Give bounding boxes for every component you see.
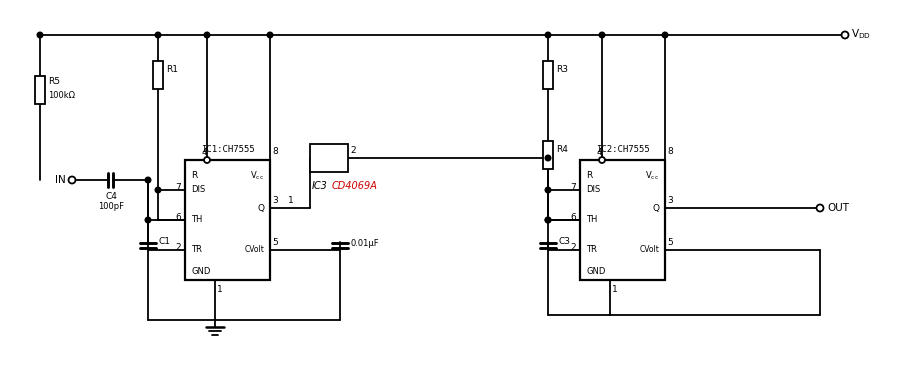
Text: 1: 1: [217, 285, 223, 294]
Text: C3: C3: [558, 237, 570, 246]
Text: GND: GND: [191, 267, 210, 276]
Circle shape: [145, 217, 151, 223]
Text: TH: TH: [191, 216, 203, 225]
Text: R4: R4: [556, 146, 567, 154]
Text: 8: 8: [667, 147, 672, 156]
Text: 8: 8: [272, 147, 278, 156]
Text: C1: C1: [158, 237, 170, 246]
Text: 2: 2: [570, 243, 576, 252]
Text: GND: GND: [586, 267, 605, 276]
Text: R5: R5: [48, 78, 60, 87]
Text: TH: TH: [586, 216, 597, 225]
Bar: [580, 160, 665, 280]
Text: CVolt: CVolt: [639, 246, 659, 255]
Text: R: R: [586, 171, 592, 180]
Text: 7: 7: [176, 183, 181, 192]
Text: 4: 4: [201, 148, 207, 157]
Circle shape: [155, 187, 161, 193]
Text: V$_{\rm cc}$: V$_{\rm cc}$: [645, 170, 659, 182]
Text: 6: 6: [570, 213, 576, 222]
Circle shape: [816, 204, 824, 212]
Text: TR: TR: [191, 246, 202, 255]
Text: 0.01μF: 0.01μF: [350, 238, 378, 248]
Circle shape: [267, 32, 272, 38]
Text: DIS: DIS: [191, 186, 205, 195]
Text: 4: 4: [596, 148, 602, 157]
Text: 100pF: 100pF: [98, 202, 124, 211]
Text: 2: 2: [350, 146, 356, 155]
Text: IN: IN: [55, 175, 66, 185]
Text: IC3: IC3: [312, 181, 328, 191]
Bar: [35, 76, 45, 104]
Text: Q: Q: [652, 204, 659, 213]
Circle shape: [205, 32, 210, 38]
Circle shape: [204, 157, 210, 163]
Text: V$_{\rm cc}$: V$_{\rm cc}$: [250, 170, 264, 182]
Circle shape: [545, 32, 551, 38]
Text: 3: 3: [667, 196, 672, 205]
Circle shape: [662, 32, 668, 38]
Text: 2: 2: [176, 243, 181, 252]
Text: CVolt: CVolt: [244, 246, 264, 255]
Text: 7: 7: [570, 183, 576, 192]
Text: V$_{\rm DD}$: V$_{\rm DD}$: [851, 27, 871, 41]
Text: CD4069A: CD4069A: [332, 181, 378, 191]
Circle shape: [545, 187, 551, 193]
Circle shape: [599, 32, 605, 38]
Text: 6: 6: [176, 213, 181, 222]
Circle shape: [37, 32, 43, 38]
Text: 3: 3: [272, 196, 278, 205]
Bar: [543, 141, 553, 169]
Bar: [185, 160, 270, 280]
Text: 5: 5: [272, 238, 278, 247]
Text: 100kΩ: 100kΩ: [48, 92, 75, 100]
Text: 1: 1: [612, 285, 617, 294]
Text: DIS: DIS: [586, 186, 600, 195]
Text: R1: R1: [166, 66, 178, 75]
Text: 1: 1: [288, 196, 294, 205]
Circle shape: [69, 177, 75, 183]
Circle shape: [155, 32, 161, 38]
Circle shape: [545, 155, 551, 161]
Text: IC1:CH7555: IC1:CH7555: [201, 145, 254, 154]
Text: 1: 1: [326, 153, 332, 163]
Bar: [153, 61, 163, 89]
Circle shape: [599, 157, 605, 163]
Text: IC2:CH7555: IC2:CH7555: [595, 145, 650, 154]
Circle shape: [545, 217, 551, 223]
Circle shape: [842, 32, 849, 39]
Text: OUT: OUT: [827, 203, 849, 213]
Text: R3: R3: [556, 66, 568, 75]
Text: 5: 5: [667, 238, 672, 247]
Bar: [310, 144, 348, 172]
Text: TR: TR: [586, 246, 597, 255]
Text: Q: Q: [257, 204, 264, 213]
Circle shape: [545, 217, 551, 223]
Text: R: R: [191, 171, 197, 180]
Bar: [543, 61, 553, 89]
Circle shape: [145, 177, 151, 183]
Text: C4: C4: [105, 192, 117, 201]
